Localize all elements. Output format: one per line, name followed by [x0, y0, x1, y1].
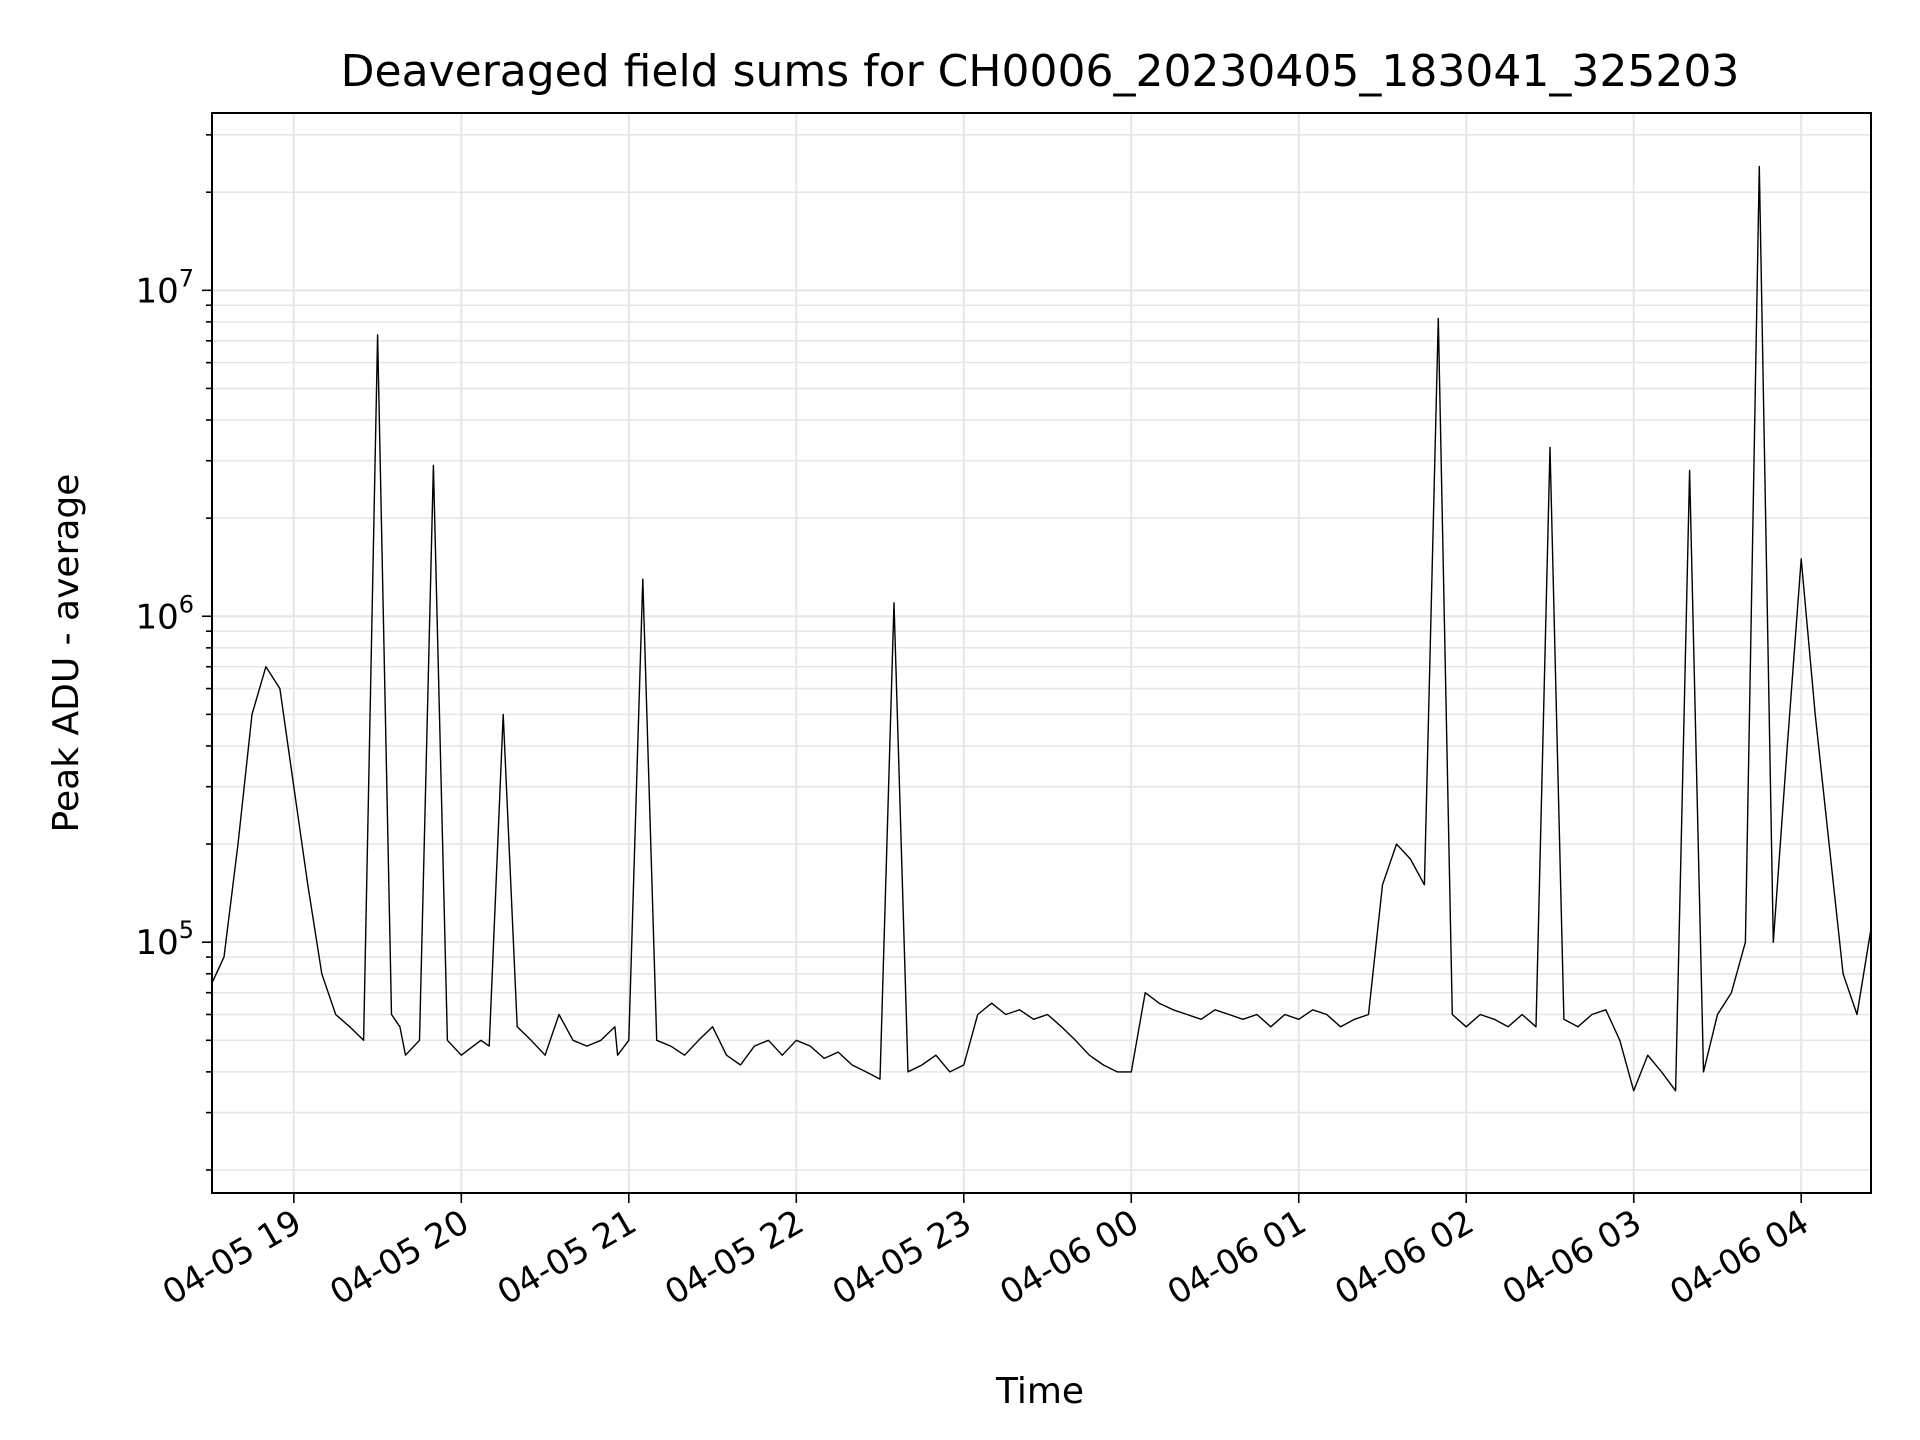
- y-tick-label: 106: [135, 590, 194, 637]
- grid-layer: [212, 113, 1871, 1193]
- y-tick-layer: 105 106 107: [135, 134, 212, 1171]
- plot-frame: [211, 112, 1872, 1194]
- series-line: [211, 165, 1872, 1092]
- y-axis-label: Peak ADU - average: [46, 474, 87, 833]
- x-axis-label: Time: [995, 1371, 1084, 1412]
- series-layer: [211, 165, 1872, 1092]
- chart-title: Deaveraged field sums for CH0006_2023040…: [341, 46, 1740, 97]
- y-tick-label: 105: [135, 916, 194, 963]
- y-tick-label: 107: [135, 264, 194, 311]
